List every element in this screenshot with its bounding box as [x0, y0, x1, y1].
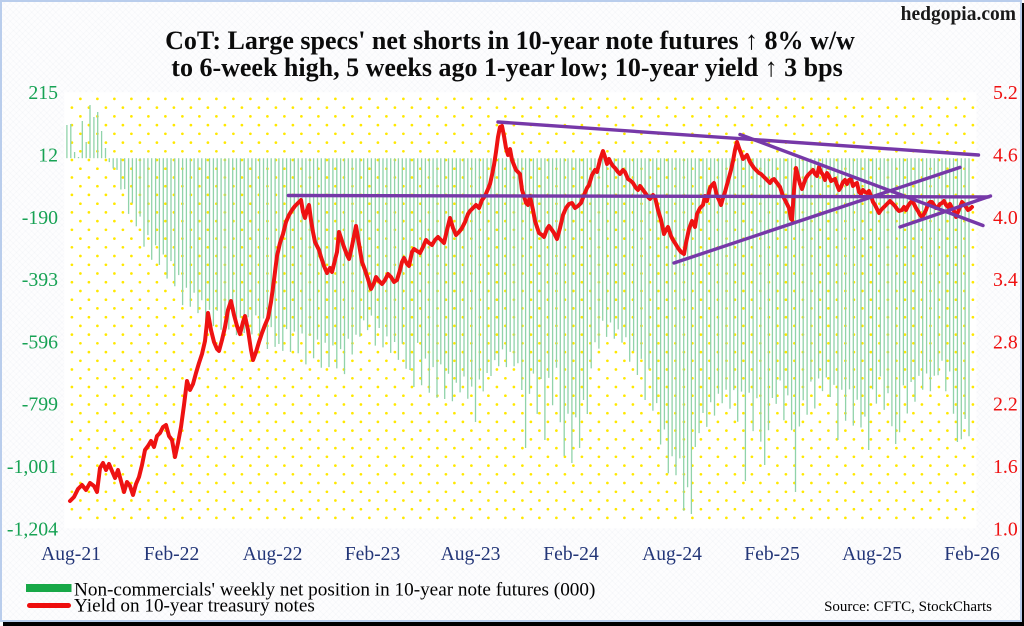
svg-text:1.0: 1.0: [993, 518, 1018, 540]
svg-text:215: 215: [28, 82, 58, 104]
svg-text:Feb-23: Feb-23: [345, 544, 401, 565]
svg-text:Yield on 10-year treasury note: Yield on 10-year treasury notes: [74, 596, 315, 617]
svg-text:hedgopia.com: hedgopia.com: [901, 4, 1016, 25]
svg-text:Source: CFTC, StockCharts: Source: CFTC, StockCharts: [824, 599, 992, 615]
svg-text:-393: -393: [22, 269, 58, 291]
svg-text:Aug-22: Aug-22: [243, 544, 303, 565]
svg-text:-1,001: -1,001: [7, 456, 58, 478]
svg-text:to 6-week high, 5 weeks ago 1-: to 6-week high, 5 weeks ago 1-year low; …: [171, 53, 842, 82]
svg-text:Feb-24: Feb-24: [543, 544, 599, 565]
svg-text:-799: -799: [22, 394, 58, 416]
svg-text:Non-commercials' weekly net po: Non-commercials' weekly net position in …: [74, 580, 595, 601]
svg-text:4.6: 4.6: [993, 145, 1018, 167]
svg-text:CoT: Large specs' net shorts i: CoT: Large specs' net shorts in 10-year …: [165, 26, 855, 55]
svg-text:Feb-22: Feb-22: [144, 544, 200, 565]
svg-text:5.2: 5.2: [993, 82, 1018, 104]
svg-text:12: 12: [38, 145, 58, 167]
svg-text:1.6: 1.6: [993, 456, 1018, 478]
svg-text:4.0: 4.0: [993, 207, 1018, 229]
svg-text:Aug-24: Aug-24: [642, 544, 702, 565]
svg-text:2.8: 2.8: [993, 331, 1018, 353]
svg-text:2.2: 2.2: [993, 394, 1018, 416]
svg-text:Feb-26: Feb-26: [944, 544, 1000, 565]
svg-text:-596: -596: [22, 331, 58, 353]
svg-text:-190: -190: [22, 207, 58, 229]
svg-text:3.4: 3.4: [993, 269, 1018, 291]
svg-text:Feb-25: Feb-25: [744, 544, 800, 565]
svg-text:Aug-23: Aug-23: [441, 544, 501, 565]
svg-text:Aug-25: Aug-25: [842, 544, 902, 565]
svg-text:Aug-21: Aug-21: [41, 544, 101, 565]
svg-text:-1,204: -1,204: [7, 518, 58, 540]
